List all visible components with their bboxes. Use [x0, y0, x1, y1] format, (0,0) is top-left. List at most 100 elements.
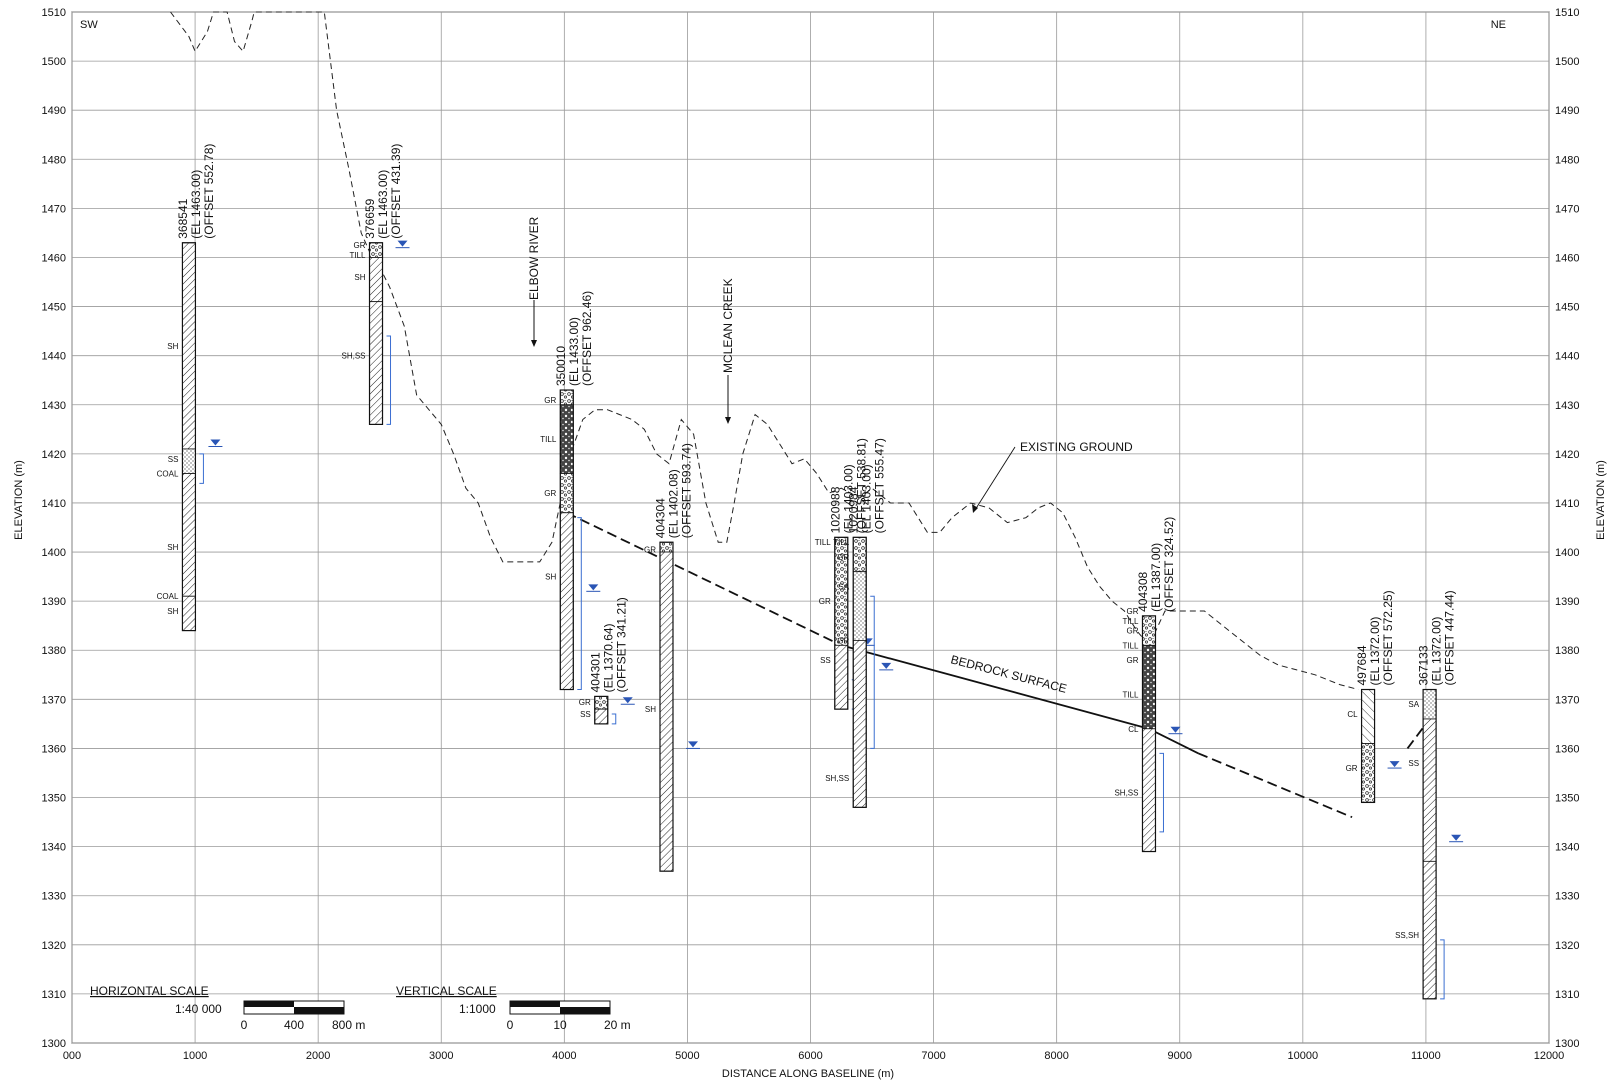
borehole-label-line: 497684	[1355, 645, 1369, 685]
borehole-label-line: (OFFSET 572.25)	[1381, 590, 1395, 685]
borehole-label-line: (OFFSET 555.47)	[873, 438, 887, 533]
y-tick-label-left: 1450	[42, 302, 66, 314]
borehole-label-line: 376659	[363, 198, 377, 238]
vertical-scale-title: VERTICAL SCALE	[396, 984, 497, 998]
borehole-casing	[594, 695, 609, 725]
soil-label: GR	[544, 396, 556, 405]
soil-label: GR	[837, 553, 849, 562]
vertical-scale-tick-2: 20 m	[604, 1018, 631, 1032]
borehole-label-line: (OFFSET 552.78)	[202, 144, 216, 239]
x-tick-label: 11000	[1411, 1050, 1441, 1062]
y-tick-label-left: 1490	[42, 105, 66, 117]
soil-label: SS	[580, 710, 591, 719]
borehole-label-line: 367133	[1417, 645, 1431, 685]
borehole-layer	[659, 551, 674, 872]
y-tick-label-left: 1350	[42, 793, 66, 805]
borehole-layer	[852, 536, 867, 573]
soil-label: TILL	[833, 538, 850, 547]
borehole-label-line: (OFFSET 962.46)	[580, 291, 594, 386]
borehole-label-line: 350010	[554, 346, 568, 386]
vertical-scale: VERTICAL SCALE 1:1000 0 10 20 m	[396, 984, 631, 1032]
borehole-404304: 404304(EL 1402.08)(OFFSET 593.74) GR SH	[644, 443, 700, 872]
y-tick-label-right: 1440	[1555, 351, 1579, 363]
y-tick-label-left: 1470	[42, 203, 66, 215]
existing-ground-leader	[974, 446, 1016, 511]
borehole-layer	[834, 644, 849, 710]
soil-label: SH,SS	[1114, 789, 1138, 798]
x-tick-label: 7000	[921, 1050, 945, 1062]
borehole-casing	[1360, 688, 1376, 804]
y-tick-label-right: 1450	[1555, 302, 1579, 314]
y-tick-label-right: 1470	[1555, 203, 1579, 215]
y-tick-label-right: 1420	[1555, 449, 1579, 461]
y-tick-label-left: 1320	[42, 940, 66, 952]
corner-label-ne: NE	[1491, 19, 1506, 31]
x-tick-label: 12000	[1534, 1050, 1565, 1062]
soil-label: CL	[1347, 710, 1358, 719]
borehole-label: 404308(EL 1387.00)(OFFSET 324.52)	[1136, 517, 1176, 612]
water-level-icon	[881, 662, 892, 669]
vertical-scale-tick-0: 0	[507, 1018, 514, 1032]
soil-label: SA	[1408, 700, 1419, 709]
water-level-icon	[1170, 726, 1181, 733]
soil-label: GR	[819, 597, 831, 606]
x-tick-label: 8000	[1044, 1050, 1068, 1062]
y-tick-label-left: 1390	[42, 596, 66, 608]
existing-ground-label-group: EXISTING GROUND	[972, 440, 1133, 513]
horizontal-scale-tick-0: 0	[241, 1018, 248, 1032]
y-tick-label-right: 1500	[1555, 56, 1579, 68]
x-tick-label: 000	[63, 1050, 81, 1062]
horizontal-scale-tick-1: 400	[284, 1018, 304, 1032]
borehole-layer	[594, 695, 609, 710]
x-tick-label: 3000	[429, 1050, 453, 1062]
y-tick-label-left: 1510	[42, 7, 66, 19]
y-tick-label-left: 1420	[42, 449, 66, 461]
borehole-layer	[369, 301, 383, 425]
bedrock-dashed-segment	[566, 511, 842, 647]
y-axis-title-left: ELEVATION (m)	[13, 460, 25, 540]
borehole-label-line: (OFFSET 447.44)	[1443, 590, 1457, 685]
x-tick-label: 1000	[183, 1050, 207, 1062]
water-level-icon	[397, 240, 408, 247]
borehole-label-line: (EL 1403.00)	[860, 464, 874, 533]
borehole-367133: 367133(EL 1372.00)(OFFSET 447.44) SA SS SS,…	[1395, 590, 1464, 1000]
borehole-layer	[369, 257, 383, 303]
borehole-label-line: 404304	[653, 498, 667, 538]
soil-label: TILL	[1122, 690, 1139, 699]
borehole-404301: 404301(EL 1370.64)(OFFSET 341.21) GR SS	[579, 597, 635, 725]
horizontal-scale: HORIZONTAL SCALE 1:40 000 0 400 800 m	[90, 984, 365, 1032]
y-tick-label-right: 1350	[1555, 793, 1579, 805]
ground-profile-line	[170, 11, 1359, 690]
borehole-layer	[559, 389, 574, 406]
y-tick-label-right: 1490	[1555, 105, 1579, 117]
borehole-497684: 497684(EL 1372.00)(OFFSET 572.25) CL GR	[1346, 590, 1402, 804]
borehole-label-line: (EL 1402.08)	[666, 469, 680, 538]
y-tick-label-left: 1380	[42, 645, 66, 657]
borehole-layer	[1422, 689, 1437, 720]
soil-label: SH,SS	[825, 774, 849, 783]
borehole-casing	[659, 541, 674, 872]
y-tick-label-left: 1480	[42, 154, 66, 166]
soil-label: TILL	[350, 251, 367, 260]
soil-label: CL	[1128, 725, 1139, 734]
soil-label: SH	[167, 543, 178, 552]
borehole-layer	[369, 242, 383, 258]
y-tick-label-left: 1300	[42, 1038, 66, 1050]
borehole-layer	[559, 404, 574, 474]
existing-ground-label: EXISTING GROUND	[1020, 440, 1133, 454]
borehole-casing	[368, 242, 384, 425]
borehole-layer	[1361, 743, 1375, 803]
borehole-label-line: 404301	[588, 652, 602, 692]
soil-label: SH	[645, 705, 656, 714]
borehole-label-line: (OFFSET 593.74)	[679, 443, 693, 538]
y-tick-label-left: 1410	[42, 498, 66, 510]
borehole-label-line: (OFFSET 324.52)	[1162, 517, 1176, 612]
soil-label: SS	[820, 656, 831, 665]
borehole-label-line: 1020984	[847, 486, 861, 533]
y-tick-label-left: 1440	[42, 351, 66, 363]
borehole-casing	[834, 536, 849, 710]
soil-label: COAL	[157, 469, 179, 478]
borehole-layer	[182, 242, 196, 450]
screen-interval	[199, 453, 204, 484]
soil-label: SS	[168, 455, 179, 464]
